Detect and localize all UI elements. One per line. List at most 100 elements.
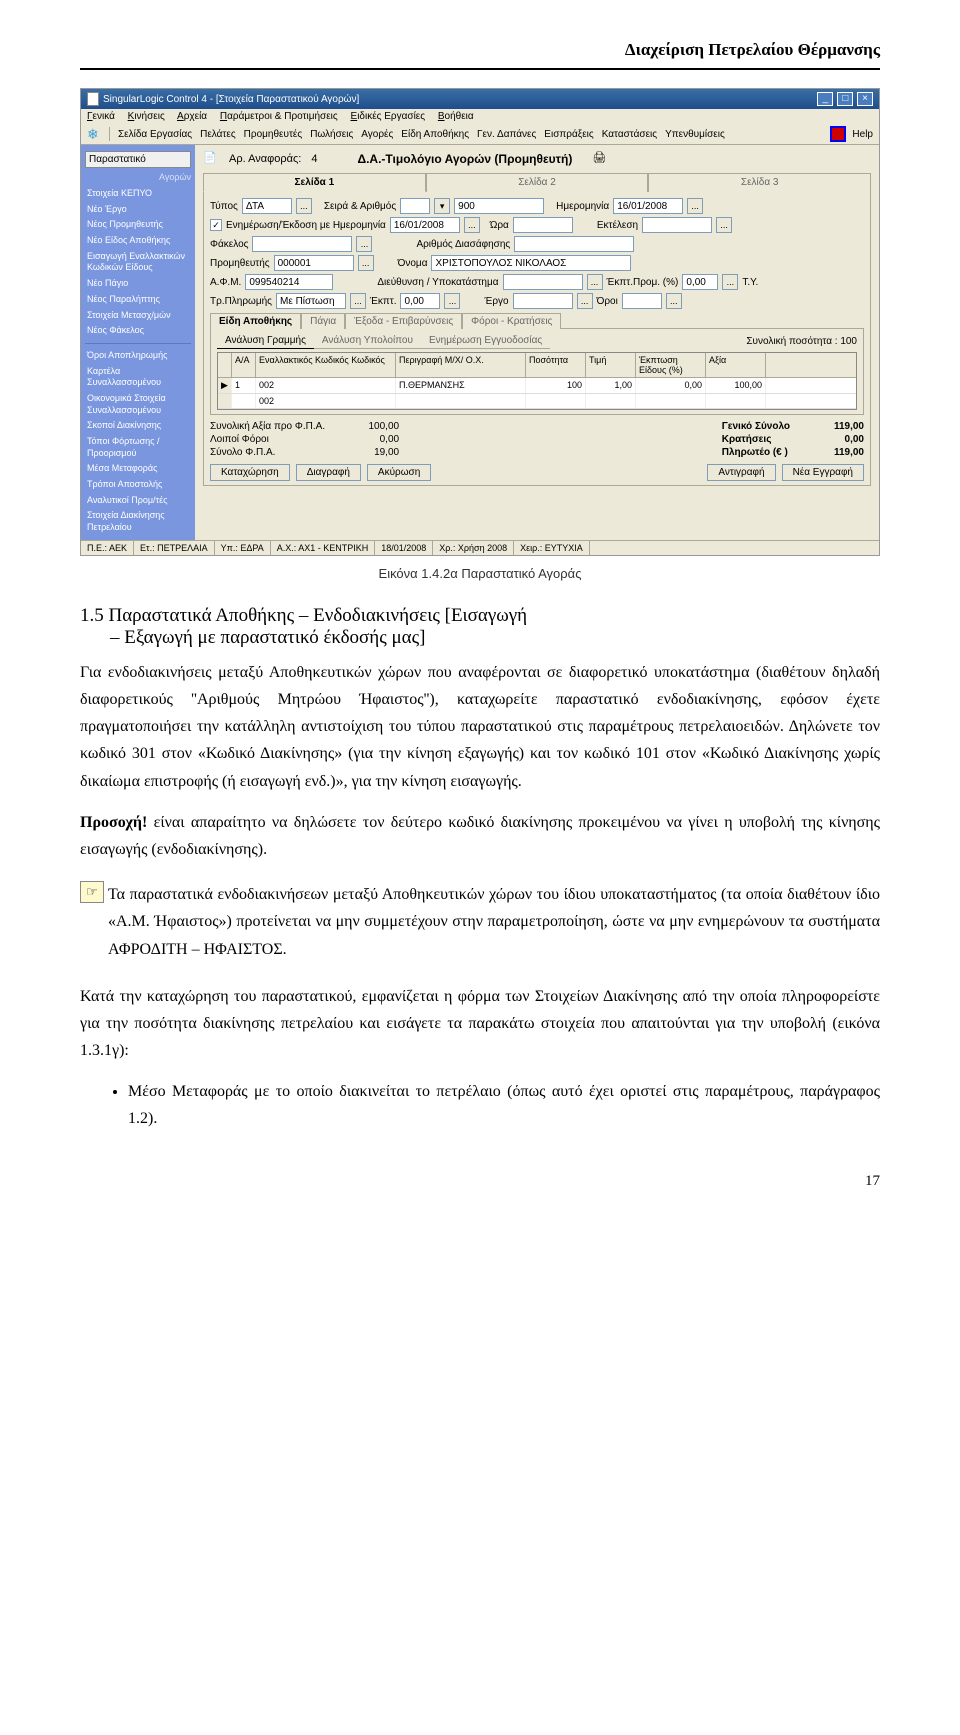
cell[interactable]: 1,00 <box>586 378 636 393</box>
cell[interactable]: 0,00 <box>636 378 706 393</box>
tb-item[interactable]: Πελάτες <box>200 129 236 140</box>
series-field[interactable] <box>400 198 430 214</box>
help-logo-icon[interactable] <box>830 126 846 142</box>
sidebar-item[interactable]: Τρόποι Αποστολής <box>85 477 191 493</box>
minitab-balance[interactable]: Ανάλυση Υπολοίπου <box>314 333 421 349</box>
window-controls[interactable]: _ □ × <box>816 92 873 106</box>
lookup-button[interactable]: ... <box>722 274 738 290</box>
sidebar-item[interactable]: Νέος Παραλήπτης <box>85 292 191 308</box>
tb-item[interactable]: Αγορές <box>361 129 393 140</box>
cell[interactable]: 100,00 <box>706 378 766 393</box>
cancel-button[interactable]: Ακύρωση <box>367 464 431 481</box>
sidebar-item[interactable]: Όροι Αποπληρωμής <box>85 348 191 364</box>
cell[interactable]: 002 <box>256 394 396 408</box>
lookup-button[interactable]: ... <box>666 293 682 309</box>
subtabs[interactable]: Είδη Αποθήκης Πάγια Έξοδα - Επιβαρύνσεις… <box>210 313 864 329</box>
clearance-field[interactable] <box>514 236 634 252</box>
sidebar-item[interactable]: Νέο Είδος Αποθήκης <box>85 233 191 249</box>
copy-button[interactable]: Αντιγραφή <box>707 464 775 481</box>
payment-field[interactable]: Με Πίστωση <box>276 293 346 309</box>
table-row[interactable]: 002 <box>218 394 856 409</box>
tb-item[interactable]: Πωλήσεις <box>310 129 353 140</box>
tabs[interactable]: Σελίδα 1 Σελίδα 2 Σελίδα 3 <box>203 173 871 192</box>
cell[interactable]: 1 <box>232 378 256 393</box>
subtab-items[interactable]: Είδη Αποθήκης <box>210 313 301 329</box>
maximize-icon[interactable]: □ <box>837 92 853 106</box>
sidebar-item[interactable]: Εισαγωγή Εναλλακτικών Κωδικών Είδους <box>85 249 191 276</box>
menu-item[interactable]: Ειδικές Εργασίες <box>351 111 426 122</box>
print-icon[interactable]: 🖨 <box>592 151 608 167</box>
cell[interactable] <box>232 394 256 408</box>
sidebar-item[interactable]: Μέσα Μεταφοράς <box>85 461 191 477</box>
delete-button[interactable]: Διαγραφή <box>296 464 361 481</box>
lookup-button[interactable]: ... <box>358 255 374 271</box>
date-picker-button[interactable]: ... <box>464 217 480 233</box>
cell[interactable]: Π.ΘΕΡΜΑΝΣΗΣ <box>396 378 526 393</box>
sidebar-item[interactable]: Σκοποί Διακίνησης <box>85 418 191 434</box>
sidebar-item[interactable]: Καρτέλα Συναλλασσομένου <box>85 364 191 391</box>
lookup-button[interactable]: ... <box>356 236 372 252</box>
type-field[interactable]: ΔΤΑ <box>242 198 292 214</box>
subtab-charges[interactable]: Έξοδα - Επιβαρύνσεις <box>345 313 462 329</box>
subtab-taxes[interactable]: Φόροι - Κρατήσεις <box>462 313 561 329</box>
menu-item[interactable]: Βοήθεια <box>438 111 474 122</box>
tb-item[interactable]: Προμηθευτές <box>244 129 303 140</box>
exec-field[interactable] <box>642 217 712 233</box>
cell[interactable]: 002 <box>256 378 396 393</box>
minitab-line[interactable]: Ανάλυση Γραμμής <box>217 333 314 349</box>
sidebar-item[interactable]: Οικονομικά Στοιχεία Συναλλασσομένου <box>85 391 191 418</box>
lookup-button[interactable]: ... <box>577 293 593 309</box>
sidebar-item[interactable]: Νέο Πάγιο <box>85 276 191 292</box>
menu-item[interactable]: Γενικά <box>87 111 115 122</box>
sidebar-item[interactable]: Νέο Έργο <box>85 202 191 218</box>
tb-item[interactable]: Εισπράξεις <box>544 129 593 140</box>
save-button[interactable]: Καταχώρηση <box>210 464 290 481</box>
name-field[interactable]: ΧΡΙΣΤΟΠΟΥΛΟΣ ΝΙΚΟΛΑΟΣ <box>431 255 631 271</box>
checkbox-update[interactable]: ✓ <box>210 219 222 231</box>
tb-item[interactable]: Καταστάσεις <box>602 129 657 140</box>
ekpt-field[interactable]: 0,00 <box>400 293 440 309</box>
help-label[interactable]: Help <box>852 129 873 140</box>
addr-field[interactable] <box>503 274 583 290</box>
menu-item[interactable]: Παράμετροι & Προτιμήσεις <box>220 111 338 122</box>
tab-3[interactable]: Σελίδα 3 <box>648 173 871 192</box>
date-field[interactable]: 16/01/2008 <box>613 198 683 214</box>
folder-field[interactable] <box>252 236 352 252</box>
terms-field[interactable] <box>622 293 662 309</box>
date-picker-button[interactable]: ... <box>687 198 703 214</box>
menubar[interactable]: Γενικά Κινήσεις Αρχεία Παράμετροι & Προτ… <box>81 109 879 124</box>
cell[interactable]: 100 <box>526 378 586 393</box>
sidebar-item[interactable]: Στοιχεία Μετασχ/μών <box>85 308 191 324</box>
tab-2[interactable]: Σελίδα 2 <box>426 173 649 192</box>
dropdown-button[interactable]: ▾ <box>434 198 450 214</box>
subtab-assets[interactable]: Πάγια <box>301 313 345 329</box>
tb-item[interactable]: Υπενθυμίσεις <box>665 129 725 140</box>
project-field[interactable] <box>513 293 573 309</box>
sidebar-item[interactable]: Νέος Φάκελος <box>85 323 191 339</box>
sidebar-item[interactable]: Τόποι Φόρτωσης / Προορισμού <box>85 434 191 461</box>
sidebar-item[interactable]: Αναλυτικοί Προμ/τές <box>85 493 191 509</box>
lookup-button[interactable]: ... <box>296 198 312 214</box>
update-date-field[interactable]: 16/01/2008 <box>390 217 460 233</box>
tb-item[interactable]: Σελίδα Εργασίας <box>118 129 192 140</box>
lookup-button[interactable]: ... <box>587 274 603 290</box>
time-field[interactable] <box>513 217 573 233</box>
minitab-guarantee[interactable]: Ενημέρωση Εγγυοδοσίας <box>421 333 550 349</box>
sidebar-item[interactable]: Στοιχεία ΚΕΠΥΟ <box>85 186 191 202</box>
supplier-field[interactable]: 000001 <box>274 255 354 271</box>
tb-item[interactable]: Γεν. Δαπάνες <box>477 129 536 140</box>
table-row[interactable]: ▶ 1 002 Π.ΘΕΡΜΑΝΣΗΣ 100 1,00 0,00 100,00 <box>218 378 856 394</box>
afm-field[interactable]: 099540214 <box>245 274 333 290</box>
sidebar-item[interactable]: Στοιχεία Διακίνησης Πετρελαίου <box>85 508 191 535</box>
tb-item[interactable]: Είδη Αποθήκης <box>401 129 469 140</box>
lookup-button[interactable]: ... <box>444 293 460 309</box>
menu-item[interactable]: Κινήσεις <box>128 111 165 122</box>
close-icon[interactable]: × <box>857 92 873 106</box>
tab-1[interactable]: Σελίδα 1 <box>203 173 426 192</box>
items-grid[interactable]: Α/Α Εναλλακτικός Κωδικός Κωδικός Περιγρα… <box>217 352 857 410</box>
date-picker-button[interactable]: ... <box>716 217 732 233</box>
number-field[interactable]: 900 <box>454 198 544 214</box>
discount-field[interactable]: 0,00 <box>682 274 718 290</box>
minimize-icon[interactable]: _ <box>817 92 833 106</box>
snowflake-icon[interactable]: ❄ <box>87 127 101 141</box>
